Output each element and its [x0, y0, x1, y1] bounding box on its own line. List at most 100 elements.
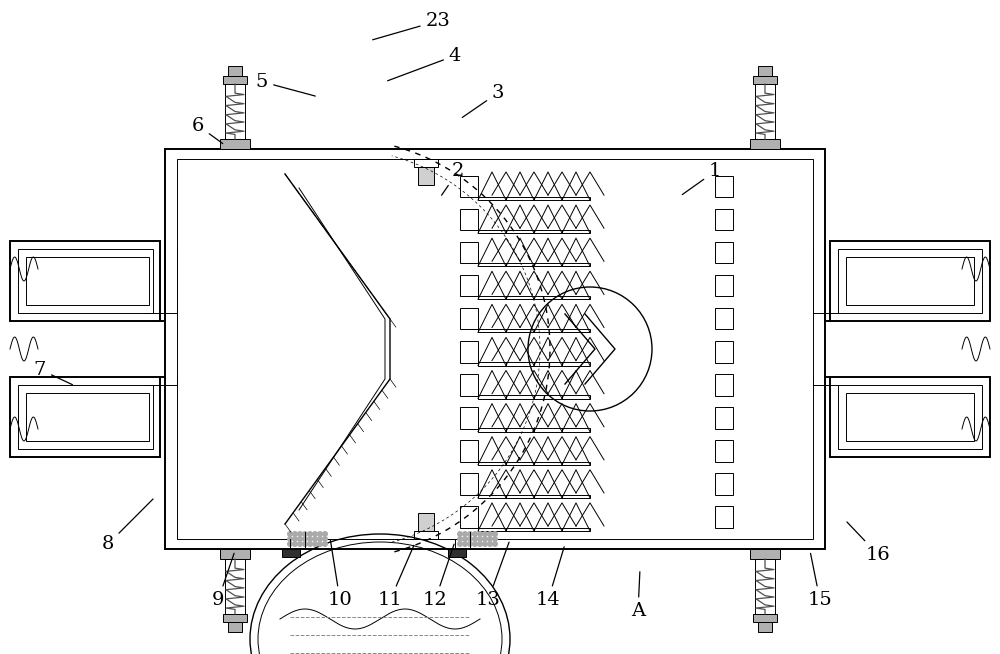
- Bar: [758, 622, 772, 632]
- Circle shape: [307, 531, 313, 537]
- Bar: [478, 528, 506, 531]
- Bar: [753, 614, 777, 622]
- Circle shape: [302, 541, 308, 547]
- Circle shape: [487, 536, 493, 542]
- Bar: [534, 428, 562, 432]
- Bar: [562, 197, 590, 200]
- Text: 16: 16: [847, 522, 890, 564]
- Circle shape: [492, 531, 498, 537]
- Bar: [225, 84, 245, 139]
- Circle shape: [487, 541, 493, 547]
- Bar: [460, 407, 478, 429]
- Bar: [478, 296, 506, 300]
- Bar: [846, 257, 974, 305]
- Bar: [838, 385, 982, 449]
- Bar: [830, 241, 990, 321]
- Circle shape: [312, 531, 318, 537]
- Circle shape: [322, 541, 328, 547]
- Text: 8: 8: [102, 499, 153, 553]
- Bar: [562, 230, 590, 233]
- Circle shape: [472, 531, 478, 537]
- Bar: [715, 242, 733, 264]
- Bar: [18, 385, 153, 449]
- Circle shape: [287, 541, 293, 547]
- Text: 3: 3: [462, 84, 504, 118]
- Bar: [478, 197, 506, 200]
- Text: 5: 5: [256, 73, 315, 96]
- Bar: [478, 230, 506, 233]
- Bar: [846, 393, 974, 441]
- Bar: [562, 462, 590, 465]
- Bar: [506, 528, 534, 531]
- Circle shape: [492, 536, 498, 542]
- Bar: [715, 341, 733, 362]
- Bar: [830, 377, 990, 457]
- Bar: [223, 76, 247, 84]
- Bar: [758, 66, 772, 76]
- Bar: [460, 275, 478, 296]
- Bar: [534, 329, 562, 332]
- Bar: [715, 374, 733, 396]
- Bar: [177, 159, 813, 539]
- Bar: [448, 549, 466, 557]
- Bar: [418, 513, 434, 531]
- Bar: [460, 374, 478, 396]
- Bar: [534, 296, 562, 300]
- Bar: [753, 76, 777, 84]
- Bar: [506, 395, 534, 399]
- Bar: [562, 263, 590, 266]
- Bar: [460, 341, 478, 362]
- Text: 4: 4: [388, 46, 461, 81]
- Bar: [750, 549, 780, 559]
- Bar: [478, 494, 506, 498]
- Circle shape: [457, 531, 463, 537]
- Circle shape: [312, 541, 318, 547]
- Text: 13: 13: [476, 542, 509, 610]
- Circle shape: [472, 536, 478, 542]
- Bar: [10, 377, 160, 457]
- Circle shape: [317, 536, 323, 542]
- Bar: [715, 175, 733, 197]
- Circle shape: [317, 531, 323, 537]
- Bar: [750, 139, 780, 149]
- Bar: [534, 263, 562, 266]
- Text: 6: 6: [192, 116, 223, 144]
- Bar: [506, 462, 534, 465]
- Circle shape: [462, 531, 468, 537]
- Text: 2: 2: [442, 162, 464, 196]
- Bar: [460, 242, 478, 264]
- Circle shape: [492, 541, 498, 547]
- Circle shape: [307, 541, 313, 547]
- Circle shape: [297, 531, 303, 537]
- Circle shape: [292, 536, 298, 542]
- Bar: [165, 149, 825, 549]
- Bar: [506, 329, 534, 332]
- Bar: [478, 428, 506, 432]
- Bar: [562, 428, 590, 432]
- Bar: [223, 614, 247, 622]
- Circle shape: [462, 541, 468, 547]
- Bar: [228, 622, 242, 632]
- Circle shape: [477, 531, 483, 537]
- Bar: [220, 139, 250, 149]
- Bar: [506, 263, 534, 266]
- Bar: [460, 473, 478, 495]
- Bar: [418, 167, 434, 185]
- Bar: [460, 506, 478, 528]
- Bar: [506, 197, 534, 200]
- Circle shape: [307, 536, 313, 542]
- Bar: [562, 296, 590, 300]
- Circle shape: [312, 536, 318, 542]
- Bar: [506, 296, 534, 300]
- Circle shape: [287, 531, 293, 537]
- Text: 1: 1: [682, 162, 721, 195]
- Bar: [478, 362, 506, 366]
- Bar: [715, 275, 733, 296]
- Text: 11: 11: [378, 545, 414, 610]
- Bar: [506, 362, 534, 366]
- Bar: [534, 230, 562, 233]
- Bar: [478, 263, 506, 266]
- Bar: [534, 528, 562, 531]
- Bar: [534, 197, 562, 200]
- Circle shape: [322, 531, 328, 537]
